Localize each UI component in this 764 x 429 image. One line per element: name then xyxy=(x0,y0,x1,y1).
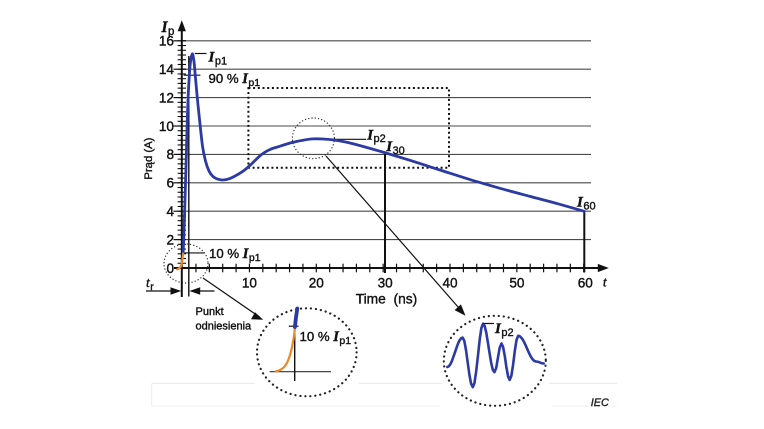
svg-text:Punkt: Punkt xyxy=(196,306,224,318)
svg-text:0: 0 xyxy=(166,261,174,276)
svg-text:16: 16 xyxy=(159,34,174,49)
svg-text:tr: tr xyxy=(146,275,154,293)
svg-text:IEC: IEC xyxy=(591,397,609,409)
svg-text:4: 4 xyxy=(166,204,174,219)
svg-text:10 % Ip1: 10 % Ip1 xyxy=(209,246,261,264)
svg-text:14: 14 xyxy=(159,62,175,77)
svg-text:6: 6 xyxy=(166,176,174,191)
svg-text:60: 60 xyxy=(578,276,594,291)
svg-text:Time (ns): Time (ns) xyxy=(356,292,418,307)
svg-text:2: 2 xyxy=(166,232,174,247)
svg-text:t: t xyxy=(603,275,608,290)
svg-text:8: 8 xyxy=(166,147,174,162)
svg-text:odniesienia: odniesienia xyxy=(196,321,253,333)
svg-text:20: 20 xyxy=(309,276,325,291)
svg-text:10: 10 xyxy=(242,276,258,291)
svg-text:10: 10 xyxy=(159,119,175,134)
svg-text:40: 40 xyxy=(442,276,458,291)
svg-text:30: 30 xyxy=(378,276,394,291)
svg-text:90 % Ip1: 90 % Ip1 xyxy=(209,71,261,89)
svg-text:10 % Ip1: 10 % Ip1 xyxy=(300,329,352,347)
svg-text:50: 50 xyxy=(509,276,525,291)
svg-text:12: 12 xyxy=(159,90,174,105)
svg-text:Prąd (A): Prąd (A) xyxy=(143,137,155,179)
